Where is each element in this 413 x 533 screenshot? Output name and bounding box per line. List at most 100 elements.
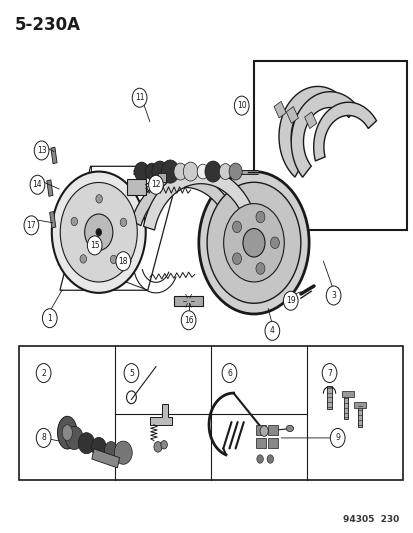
Bar (255, 438, 266, 448)
Circle shape (206, 182, 300, 303)
Circle shape (197, 164, 208, 179)
Circle shape (36, 364, 51, 383)
Circle shape (87, 236, 102, 255)
Circle shape (36, 429, 51, 447)
Polygon shape (290, 92, 356, 177)
Bar (158, 173, 166, 182)
Circle shape (198, 172, 309, 314)
Circle shape (330, 429, 344, 447)
Circle shape (282, 292, 297, 310)
Circle shape (85, 214, 113, 251)
Polygon shape (278, 86, 340, 177)
Circle shape (132, 88, 147, 107)
Bar (273, 101, 285, 118)
Text: 4: 4 (269, 326, 274, 335)
Circle shape (91, 438, 106, 456)
Circle shape (124, 364, 138, 383)
Bar (327, 386, 331, 409)
Bar (268, 425, 278, 435)
Circle shape (255, 263, 264, 274)
Text: 1: 1 (47, 314, 52, 322)
Circle shape (34, 141, 49, 160)
Circle shape (30, 175, 45, 194)
Circle shape (228, 163, 242, 180)
Text: 16: 16 (183, 316, 193, 325)
Circle shape (266, 455, 273, 463)
Bar (353, 401, 366, 408)
Text: 7: 7 (326, 368, 331, 377)
Circle shape (116, 252, 131, 271)
Bar (255, 425, 266, 435)
Polygon shape (143, 169, 258, 230)
Bar (127, 180, 145, 195)
Circle shape (161, 441, 167, 449)
Circle shape (173, 163, 187, 180)
Polygon shape (150, 403, 172, 425)
Text: 9: 9 (335, 433, 339, 442)
Text: 17: 17 (26, 221, 36, 230)
Polygon shape (131, 174, 238, 229)
Bar (343, 396, 347, 419)
Circle shape (161, 160, 179, 183)
Text: 8: 8 (41, 433, 46, 442)
Circle shape (134, 162, 149, 181)
Text: 5: 5 (129, 368, 133, 377)
Text: 5-230A: 5-230A (15, 16, 81, 34)
Circle shape (24, 216, 39, 235)
Text: 10: 10 (236, 101, 246, 110)
Circle shape (110, 255, 116, 264)
Bar (50, 212, 56, 228)
Bar (341, 391, 353, 397)
Circle shape (264, 321, 279, 341)
Circle shape (321, 364, 336, 383)
Bar (357, 403, 361, 427)
Circle shape (234, 96, 249, 115)
Text: 2: 2 (41, 368, 46, 377)
Circle shape (154, 442, 161, 452)
Bar (51, 147, 57, 164)
Bar (253, 61, 406, 230)
Bar (92, 449, 119, 468)
Text: 6: 6 (226, 368, 231, 377)
Circle shape (80, 255, 86, 263)
Circle shape (270, 237, 279, 248)
Text: 15: 15 (90, 241, 99, 250)
Circle shape (65, 426, 83, 449)
Circle shape (181, 311, 195, 330)
Circle shape (232, 253, 241, 264)
Circle shape (104, 442, 117, 458)
Bar (285, 107, 298, 123)
Circle shape (183, 162, 197, 181)
Bar (268, 438, 278, 448)
Text: 18: 18 (118, 257, 128, 266)
Circle shape (256, 455, 263, 463)
Circle shape (114, 441, 132, 464)
Circle shape (42, 309, 57, 328)
Circle shape (232, 221, 241, 233)
Polygon shape (313, 102, 375, 161)
Circle shape (325, 286, 340, 305)
Circle shape (71, 217, 77, 225)
Text: 94305  230: 94305 230 (342, 515, 398, 524)
Circle shape (152, 161, 168, 182)
Circle shape (60, 182, 137, 282)
Circle shape (219, 164, 231, 180)
Circle shape (255, 211, 264, 223)
Bar (174, 295, 202, 306)
Circle shape (148, 175, 163, 194)
Ellipse shape (62, 425, 72, 441)
Circle shape (78, 433, 95, 454)
Circle shape (96, 229, 101, 236)
Text: 19: 19 (285, 296, 295, 305)
Bar (19, 345, 402, 480)
Circle shape (223, 204, 284, 282)
Text: 3: 3 (330, 291, 335, 300)
Circle shape (120, 218, 126, 227)
Circle shape (52, 172, 145, 293)
Ellipse shape (285, 425, 293, 432)
Bar (304, 112, 316, 128)
Circle shape (96, 195, 102, 203)
Text: 14: 14 (33, 180, 42, 189)
Circle shape (204, 161, 221, 182)
Circle shape (222, 364, 236, 383)
